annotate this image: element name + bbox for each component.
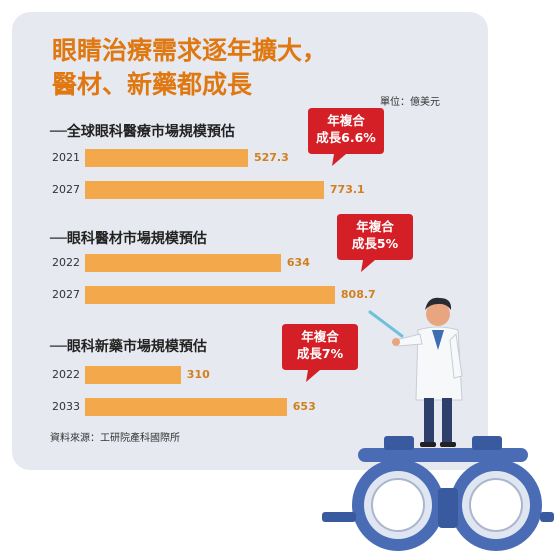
title-line-2: 醫材、新藥都成長 [52,70,253,99]
section-title-drug: ──眼科新藥市場規模預估 [50,339,207,355]
bubble-line-2: 成長7% [296,346,344,361]
bar [85,398,287,416]
year-label: 2022 [52,368,80,381]
bar [85,254,281,272]
section-title-global: ──全球眼科醫療市場規模預估 [50,124,235,140]
section-title-device: ──眼科醫材市場規模預估 [50,231,207,247]
source-note: 資料來源：工研院產科國際所 [50,433,180,444]
title-line-1: 眼睛治療需求逐年擴大， [52,36,328,65]
year-label: 2022 [52,256,80,269]
bar [85,149,248,167]
value-label: 808.7 [340,288,376,301]
value-label: 653 [292,400,316,413]
speech-bubble-icon [308,108,384,166]
bar [85,181,324,199]
doctor-illustration [322,297,554,551]
bubble-line-1: 年複合 [356,219,394,234]
speech-bubble-icon [282,324,358,382]
bar [85,366,181,384]
bubble-line-2: 成長6.6% [316,130,376,145]
year-label: 2021 [52,151,80,164]
bubble-line-1: 年複合 [327,113,365,128]
value-label: 773.1 [329,183,365,196]
year-label: 2027 [52,183,80,196]
value-label: 310 [186,368,210,381]
bubble-line-2: 成長5% [351,236,399,251]
growth-bubble: 年複合 成長5% [335,210,415,274]
bar [85,286,335,304]
bubble-line-1: 年複合 [301,329,339,344]
value-label: 634 [286,256,310,269]
year-label: 2027 [52,288,80,301]
growth-bubble: 年複合 成長7% [280,320,360,384]
unit-label: 單位：億美元 [380,97,440,108]
growth-bubble: 年複合 成長6.6% [306,104,386,168]
year-label: 2033 [52,400,80,413]
speech-bubble-icon [337,214,413,272]
page-title: 眼睛治療需求逐年擴大， 醫材、新藥都成長 [52,34,327,102]
value-label: 527.3 [253,151,289,164]
